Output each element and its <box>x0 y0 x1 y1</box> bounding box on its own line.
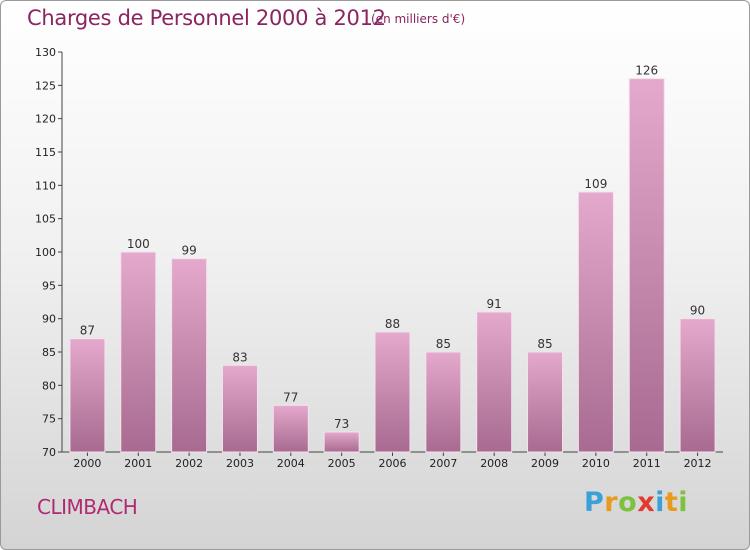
y-tick-label: 105 <box>35 213 56 226</box>
logo-letter: P <box>584 487 605 518</box>
bar-2006 <box>374 331 411 453</box>
logo-letter: o <box>618 487 638 518</box>
bar-2003 <box>221 364 258 453</box>
logo-letter: r <box>604 487 619 518</box>
data-label-2001: 100 <box>127 237 150 251</box>
x-tick-label-2006: 2006 <box>379 457 407 470</box>
data-label-2000: 87 <box>80 324 95 338</box>
data-label-2012: 90 <box>690 304 705 318</box>
bar-2001 <box>120 251 157 453</box>
bar-2008 <box>476 311 513 453</box>
x-tick-label-2007: 2007 <box>429 457 457 470</box>
y-tick-label: 125 <box>35 79 56 92</box>
bar-2007 <box>425 351 462 453</box>
bar-2012 <box>679 318 716 453</box>
x-tick-label-2010: 2010 <box>582 457 610 470</box>
y-tick-label: 90 <box>42 313 56 326</box>
x-tick-label-2011: 2011 <box>633 457 661 470</box>
logo-letter: x <box>637 487 656 518</box>
x-tick-label-2000: 2000 <box>73 457 101 470</box>
data-label-2006: 88 <box>385 317 400 331</box>
data-label-2007: 85 <box>436 337 451 351</box>
y-tick-label: 75 <box>42 413 56 426</box>
chart-subtitle: (en milliers d'€) <box>371 12 466 26</box>
bar-2000 <box>69 338 106 453</box>
y-tick-label: 110 <box>35 179 56 192</box>
data-label-2008: 91 <box>487 297 502 311</box>
bar-2005 <box>323 431 360 453</box>
bar-2011 <box>628 78 665 453</box>
x-tick-label-2003: 2003 <box>226 457 254 470</box>
logo-letter: i <box>678 487 689 518</box>
chart-title: Charges de Personnel 2000 à 2012 <box>27 6 386 30</box>
x-tick-label-2002: 2002 <box>175 457 203 470</box>
city-name: CLIMBACH <box>37 495 138 519</box>
x-tick-label-2005: 2005 <box>328 457 356 470</box>
proxiti-logo: Proxiti <box>584 487 688 518</box>
bar-2009 <box>527 351 564 453</box>
data-label-2011: 126 <box>635 64 658 78</box>
bar-2002 <box>171 258 208 453</box>
y-tick-label: 85 <box>42 346 56 359</box>
y-tick-label: 120 <box>35 113 56 126</box>
bar-2010 <box>577 191 614 453</box>
x-tick-label-2008: 2008 <box>480 457 508 470</box>
y-tick-label: 130 <box>35 46 56 59</box>
y-tick-label: 80 <box>42 379 56 392</box>
data-label-2002: 99 <box>181 244 196 258</box>
data-label-2003: 83 <box>232 350 247 364</box>
x-tick-label-2004: 2004 <box>277 457 305 470</box>
logo-letter: t <box>664 487 679 518</box>
y-tick-label: 115 <box>35 146 56 159</box>
logo-letter: i <box>655 487 665 518</box>
data-label-2004: 77 <box>283 390 298 404</box>
x-tick-label-2001: 2001 <box>124 457 152 470</box>
y-tick-label: 95 <box>42 279 56 292</box>
x-tick-label-2012: 2012 <box>684 457 712 470</box>
x-tick-label-2009: 2009 <box>531 457 559 470</box>
data-label-2005: 73 <box>334 417 349 431</box>
data-label-2009: 85 <box>537 337 552 351</box>
y-tick-label: 100 <box>35 246 56 259</box>
y-tick-label: 70 <box>42 446 56 459</box>
bar-2004 <box>272 404 309 453</box>
data-label-2010: 109 <box>584 177 607 191</box>
